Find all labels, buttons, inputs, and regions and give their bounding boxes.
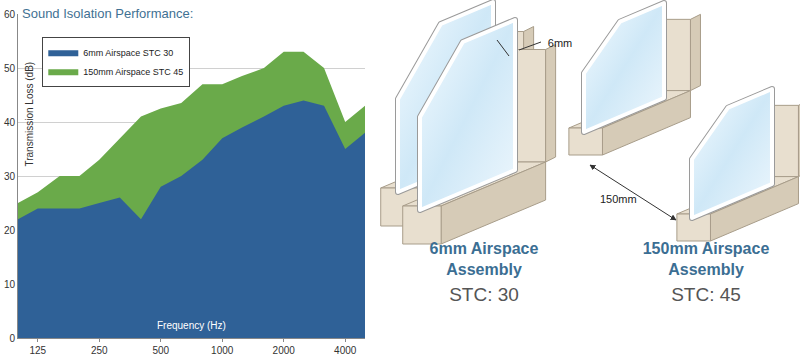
svg-text:10: 10 xyxy=(4,279,16,290)
svg-text:20: 20 xyxy=(4,225,16,236)
svg-text:Sound Isolation Performance:: Sound Isolation Performance: xyxy=(22,6,193,21)
svg-text:6mm Airspace STC 30: 6mm Airspace STC 30 xyxy=(83,48,173,58)
svg-text:6mm: 6mm xyxy=(548,37,572,49)
svg-text:150mm Airspace: 150mm Airspace xyxy=(643,240,770,257)
svg-text:60: 60 xyxy=(4,9,16,20)
svg-text:1000: 1000 xyxy=(211,345,234,356)
svg-text:500: 500 xyxy=(152,345,169,356)
svg-text:0: 0 xyxy=(9,333,15,344)
svg-text:Frequency (Hz): Frequency (Hz) xyxy=(157,320,226,331)
svg-text:STC: 30: STC: 30 xyxy=(449,284,519,305)
svg-text:STC: 45: STC: 45 xyxy=(671,284,741,305)
svg-text:Transmission Loss (dB): Transmission Loss (dB) xyxy=(24,62,35,167)
svg-text:Assembly: Assembly xyxy=(446,261,522,278)
svg-text:Assembly: Assembly xyxy=(668,261,744,278)
svg-text:250: 250 xyxy=(91,345,108,356)
svg-text:50: 50 xyxy=(4,63,16,74)
svg-text:4000: 4000 xyxy=(334,345,357,356)
svg-text:40: 40 xyxy=(4,117,16,128)
svg-text:150mm: 150mm xyxy=(600,193,637,205)
svg-text:150mm Airspace STC 45: 150mm Airspace STC 45 xyxy=(83,67,183,77)
svg-text:30: 30 xyxy=(4,171,16,182)
svg-text:125: 125 xyxy=(29,345,46,356)
svg-text:2000: 2000 xyxy=(273,345,296,356)
svg-text:6mm Airspace: 6mm Airspace xyxy=(430,240,539,257)
